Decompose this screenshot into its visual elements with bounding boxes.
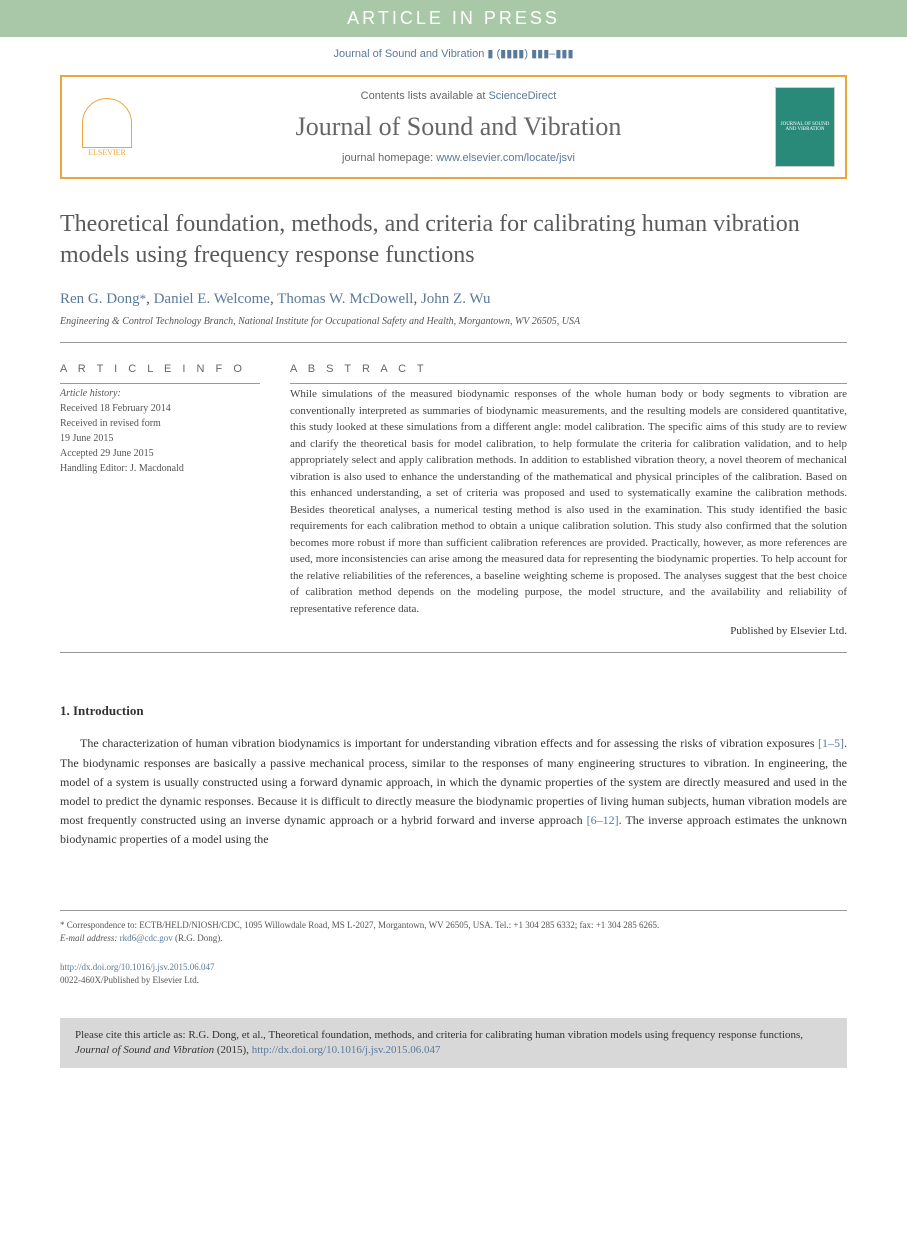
cite-doi-link[interactable]: http://dx.doi.org/10.1016/j.jsv.2015.06.… bbox=[252, 1044, 441, 1056]
corresponding-marker: * bbox=[140, 291, 147, 306]
handling-editor: Handling Editor: J. Macdonald bbox=[60, 461, 260, 476]
homepage-prefix: journal homepage: bbox=[342, 152, 436, 164]
authors-line: Ren G. Dong*, Daniel E. Welcome, Thomas … bbox=[60, 291, 847, 308]
journal-reference-line: Journal of Sound and Vibration ▮ (▮▮▮▮) … bbox=[0, 37, 907, 70]
divider bbox=[60, 383, 260, 384]
abstract-text: While simulations of the measured biodyn… bbox=[290, 386, 847, 617]
header-center: Contents lists available at ScienceDirec… bbox=[142, 90, 775, 164]
journal-name: Journal of Sound and Vibration bbox=[142, 112, 775, 142]
divider bbox=[60, 652, 847, 653]
article-in-press-banner: ARTICLE IN PRESS bbox=[0, 0, 907, 37]
sciencedirect-link[interactable]: ScienceDirect bbox=[488, 90, 556, 102]
abstract-publisher: Published by Elsevier Ltd. bbox=[290, 625, 847, 637]
doi-link[interactable]: http://dx.doi.org/10.1016/j.jsv.2015.06.… bbox=[60, 962, 215, 972]
cite-prefix: Please cite this article as: R.G. Dong, … bbox=[75, 1029, 803, 1041]
email-line: E-mail address: rkd6@cdc.gov (R.G. Dong)… bbox=[60, 932, 847, 946]
abstract-heading: A B S T R A C T bbox=[290, 363, 847, 375]
intro-text-pre: The characterization of human vibration … bbox=[80, 736, 818, 750]
reference-link-6-12[interactable]: [6–12] bbox=[587, 813, 619, 827]
author-4[interactable]: John Z. Wu bbox=[421, 291, 491, 307]
reference-link-1-5[interactable]: [1–5] bbox=[818, 736, 844, 750]
journal-cover-thumbnail: JOURNAL OF SOUND AND VIBRATION bbox=[775, 87, 835, 167]
history-label: Article history: bbox=[60, 386, 260, 401]
article-info-body: Article history: Received 18 February 20… bbox=[60, 386, 260, 476]
contents-available-line: Contents lists available at ScienceDirec… bbox=[142, 90, 775, 102]
divider bbox=[290, 383, 847, 384]
elsevier-label: ELSEVIER bbox=[88, 148, 126, 157]
introduction-paragraph-1: The characterization of human vibration … bbox=[60, 734, 847, 849]
author-3[interactable]: Thomas W. McDowell bbox=[277, 291, 413, 307]
revised-label: Received in revised form bbox=[60, 416, 260, 431]
main-content: Theoretical foundation, methods, and cri… bbox=[0, 209, 907, 988]
author-2[interactable]: Daniel E. Welcome bbox=[154, 291, 270, 307]
elsevier-tree-icon bbox=[82, 98, 132, 148]
journal-homepage-link[interactable]: www.elsevier.com/locate/jsvi bbox=[436, 152, 575, 164]
correspondence-line: * Correspondence to: ECTB/HELD/NIOSH/CDC… bbox=[60, 919, 847, 933]
info-abstract-row: A R T I C L E I N F O Article history: R… bbox=[60, 363, 847, 637]
affiliation: Engineering & Control Technology Branch,… bbox=[60, 316, 847, 327]
article-title: Theoretical foundation, methods, and cri… bbox=[60, 209, 847, 271]
author-1[interactable]: Ren G. Dong bbox=[60, 291, 140, 307]
divider bbox=[60, 342, 847, 343]
email-label: E-mail address: bbox=[60, 933, 120, 943]
corresponding-email-link[interactable]: rkd6@cdc.gov bbox=[120, 933, 173, 943]
article-info-heading: A R T I C L E I N F O bbox=[60, 363, 260, 375]
journal-header-box: ELSEVIER Contents lists available at Sci… bbox=[60, 75, 847, 179]
cite-journal: Journal of Sound and Vibration bbox=[75, 1044, 214, 1056]
article-info-column: A R T I C L E I N F O Article history: R… bbox=[60, 363, 260, 637]
footer-block: * Correspondence to: ECTB/HELD/NIOSH/CDC… bbox=[60, 910, 847, 988]
accepted-date: Accepted 29 June 2015 bbox=[60, 446, 260, 461]
revised-date: 19 June 2015 bbox=[60, 431, 260, 446]
elsevier-logo: ELSEVIER bbox=[72, 87, 142, 167]
received-date: Received 18 February 2014 bbox=[60, 401, 260, 416]
contents-prefix: Contents lists available at bbox=[361, 90, 489, 102]
email-suffix: (R.G. Dong). bbox=[173, 933, 223, 943]
abstract-column: A B S T R A C T While simulations of the… bbox=[290, 363, 847, 637]
doi-block: http://dx.doi.org/10.1016/j.jsv.2015.06.… bbox=[60, 961, 847, 988]
issn-line: 0022-460X/Published by Elsevier Ltd. bbox=[60, 974, 847, 988]
introduction-heading: 1. Introduction bbox=[60, 703, 847, 719]
citation-box: Please cite this article as: R.G. Dong, … bbox=[60, 1018, 847, 1069]
homepage-line: journal homepage: www.elsevier.com/locat… bbox=[142, 152, 775, 164]
introduction-section: 1. Introduction The characterization of … bbox=[60, 703, 847, 849]
cite-year: (2015), bbox=[214, 1044, 252, 1056]
